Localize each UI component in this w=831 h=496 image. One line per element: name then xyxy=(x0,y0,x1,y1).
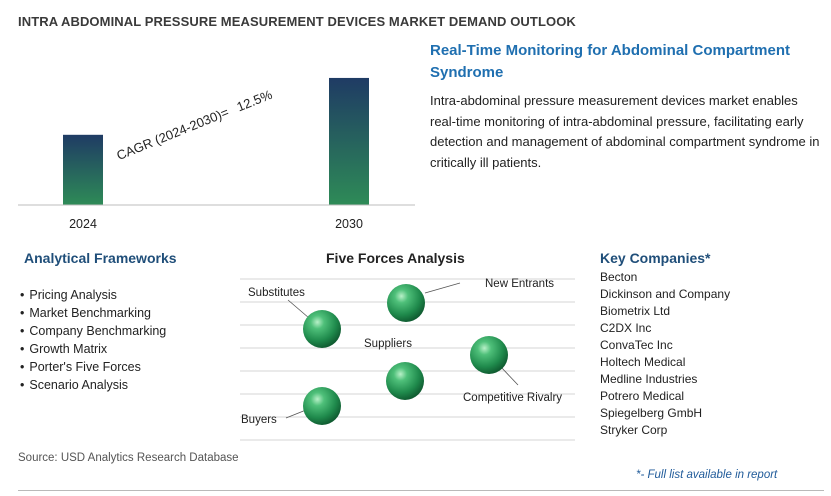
list-item: Scenario Analysis xyxy=(20,376,166,394)
list-item: Dickinson and Company xyxy=(600,287,731,301)
connector-new-entrants xyxy=(424,282,461,294)
connector-buyers xyxy=(285,409,307,419)
frameworks-list: Pricing Analysis Market Benchmarking Com… xyxy=(20,286,166,394)
force-label-substitutes: Substitutes xyxy=(248,287,305,299)
sphere-buyers xyxy=(303,387,341,425)
list-item: Medline Industries xyxy=(600,372,698,386)
list-item: Pricing Analysis xyxy=(20,286,166,304)
sphere-new-entrants xyxy=(387,284,425,322)
list-item: Company Benchmarking xyxy=(20,322,166,340)
list-item: Market Benchmarking xyxy=(20,304,166,322)
sphere-substitutes xyxy=(303,310,341,348)
footnote: *- Full list available in report xyxy=(636,469,778,481)
sphere-rivalry xyxy=(470,336,508,374)
list-item: Potrero Medical xyxy=(600,389,685,403)
frameworks-title: Analytical Frameworks xyxy=(24,250,177,266)
connector-substitutes xyxy=(287,299,310,319)
list-item: ConvaTec Inc xyxy=(600,338,673,352)
force-label-competitive-rivalry: Competitive Rivalry xyxy=(463,392,563,404)
description-title: Real-Time Monitoring for Abdominal Compa… xyxy=(430,42,791,81)
description-body: Intra-abdominal pressure measurement dev… xyxy=(430,93,820,170)
list-item: Porter's Five Forces xyxy=(20,358,166,376)
five-forces-title: Five Forces Analysis xyxy=(326,250,465,266)
x-tick-label: 2030 xyxy=(335,217,363,231)
companies-title: Key Companies* xyxy=(600,250,711,266)
list-item: Stryker Corp xyxy=(600,423,668,437)
list-item: Becton xyxy=(600,270,638,284)
connector-rivalry xyxy=(499,365,519,386)
list-item: Holtech Medical xyxy=(600,355,686,369)
force-label-buyers: Buyers xyxy=(241,414,277,426)
companies-list: Becton Dickinson and Company Biometrix L… xyxy=(600,269,730,439)
force-label-suppliers: Suppliers xyxy=(364,338,412,350)
page-title: INTRA ABDOMINAL PRESSURE MEASUREMENT DEV… xyxy=(18,14,576,29)
list-item: C2DX Inc xyxy=(600,321,652,335)
list-item: Growth Matrix xyxy=(20,340,166,358)
list-item: Spiegelberg GmbH xyxy=(600,406,703,420)
sphere-suppliers xyxy=(386,362,424,400)
bar-2030 xyxy=(329,77,369,205)
x-tick-label: 2024 xyxy=(69,217,97,231)
force-label-new-entrants: New Entrants xyxy=(485,278,555,290)
bar-2024 xyxy=(63,134,103,205)
divider xyxy=(18,490,824,491)
list-item: Biometrix Ltd xyxy=(600,304,671,318)
source-note: Source: USD Analytics Research Database xyxy=(18,452,239,464)
